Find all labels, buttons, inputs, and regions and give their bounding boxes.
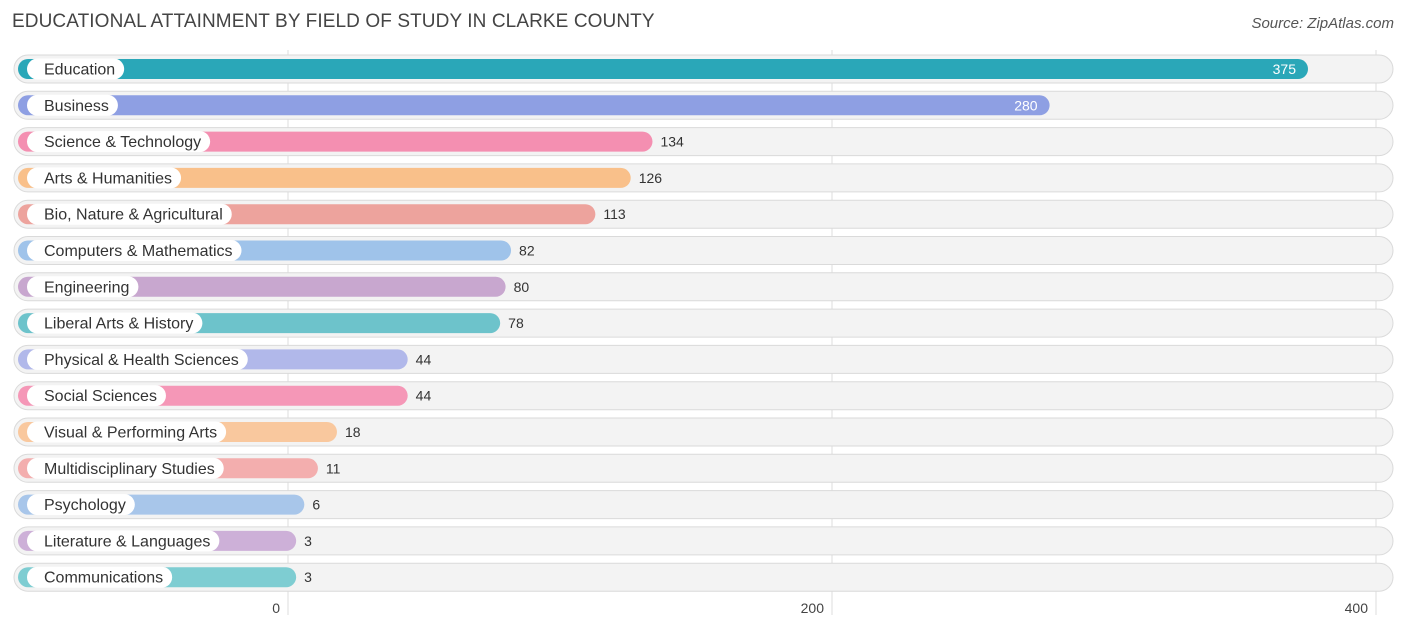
bar <box>18 59 1308 79</box>
category-label: Multidisciplinary Studies <box>44 461 215 478</box>
bar-rows: Education 375 Business 280 Science & Technol… <box>13 54 1394 592</box>
category-label: Engineering <box>44 279 129 296</box>
category-label: Education <box>44 62 115 79</box>
category-label: Bio, Nature & Agricultural <box>44 207 223 224</box>
chart-title: EDUCATIONAL ATTAINMENT BY FIELD OF STUDY… <box>12 11 655 32</box>
bar-row: Communications 3 <box>13 562 1394 592</box>
x-tick-label: 400 <box>1345 600 1369 616</box>
bar-row: Science & Technology 134 <box>13 127 1394 157</box>
category-label: Computers & Mathematics <box>44 243 233 260</box>
category-label: Visual & Performing Arts <box>44 425 217 442</box>
bar-row: Bio, Nature & Agricultural 113 <box>13 199 1394 229</box>
row-background <box>13 526 1394 556</box>
bar <box>18 276 506 297</box>
category-label-pill <box>27 385 166 407</box>
source-credit: Source: ZipAtlas.com <box>1251 15 1394 32</box>
category-label-pill <box>27 203 232 225</box>
category-label-pill <box>27 348 248 370</box>
value-label: 44 <box>416 351 432 367</box>
x-tick-label: 0 <box>272 600 280 616</box>
category-label: Social Sciences <box>44 388 157 405</box>
value-label: 134 <box>660 134 684 150</box>
value-label: 6 <box>312 497 320 513</box>
category-label-pill <box>27 457 224 479</box>
category-label-pill <box>27 94 118 116</box>
value-label: 82 <box>519 243 535 259</box>
x-tick-label: 200 <box>801 600 825 616</box>
value-label: 126 <box>639 170 663 186</box>
bar-row: Visual & Performing Arts 18 <box>13 417 1394 447</box>
x-axis-ticks: 0 200 400 <box>272 600 1368 616</box>
row-background <box>13 490 1394 520</box>
bar-row: Liberal Arts & History 78 <box>13 308 1394 338</box>
value-label: 113 <box>603 206 626 222</box>
category-label-pill <box>27 566 173 588</box>
value-label: 78 <box>508 315 524 331</box>
category-label: Business <box>44 98 109 115</box>
category-label-pill <box>27 240 242 261</box>
value-label: 18 <box>345 424 361 440</box>
bar-row: Engineering 80 <box>13 272 1394 302</box>
bar-row: Arts & Humanities 126 <box>13 163 1394 193</box>
bar-row: Education 375 <box>13 54 1394 84</box>
bar-row: Computers & Mathematics 82 <box>13 236 1394 265</box>
value-label: 375 <box>1273 61 1297 77</box>
value-label: 80 <box>514 279 530 295</box>
category-label: Physical & Health Sciences <box>44 352 239 369</box>
bar-row: Psychology 6 <box>13 490 1394 520</box>
category-label-pill <box>27 312 203 334</box>
bar-row: Multidisciplinary Studies 11 <box>13 453 1394 483</box>
category-label-pill <box>27 276 139 298</box>
row-background <box>13 453 1394 483</box>
category-label-pill <box>27 530 220 552</box>
category-label-pill <box>27 494 135 516</box>
category-label: Communications <box>44 570 163 587</box>
category-label-pill <box>27 131 211 153</box>
value-label: 3 <box>304 569 312 585</box>
value-label: 44 <box>416 388 432 404</box>
category-label-pill <box>27 58 125 80</box>
category-label: Psychology <box>44 497 126 514</box>
category-label-pill <box>27 421 227 443</box>
value-label: 280 <box>1014 97 1038 113</box>
category-label: Liberal Arts & History <box>44 316 193 333</box>
bar-row: Literature & Languages 3 <box>13 526 1394 556</box>
row-background <box>13 417 1394 447</box>
bar-row: Social Sciences 44 <box>13 381 1394 411</box>
row-background <box>13 562 1394 592</box>
category-label: Science & Technology <box>44 134 201 151</box>
bar-row: Physical & Health Sciences 44 <box>13 344 1394 374</box>
value-label: 11 <box>326 460 341 476</box>
category-label: Arts & Humanities <box>44 170 172 187</box>
bar-row: Business 280 <box>13 90 1394 120</box>
category-label-pill <box>27 167 182 189</box>
category-label: Literature & Languages <box>44 533 210 550</box>
bar <box>18 95 1050 116</box>
value-label: 3 <box>304 533 312 549</box>
